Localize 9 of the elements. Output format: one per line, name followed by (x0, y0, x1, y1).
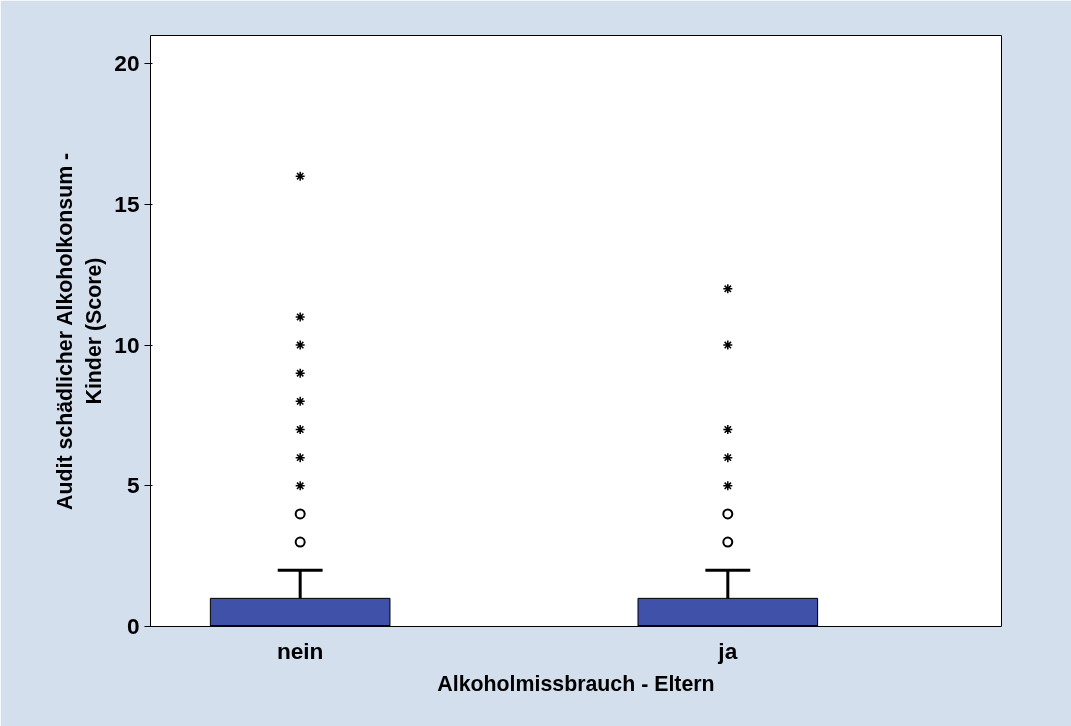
y-tick-label: 0 (126, 613, 140, 639)
y-tick-label: 15 (114, 190, 140, 217)
y-tick-label: 5 (126, 472, 140, 499)
y-tick-label: 10 (114, 331, 140, 358)
x-tick-label: ja (717, 637, 738, 664)
x-tick-label: nein (276, 637, 324, 664)
x-axis-title: Alkoholmissbrauch - Eltern (437, 671, 715, 696)
y-tick-label: 20 (114, 50, 140, 77)
y-axis-title: Audit schädlicher Alkoholkonsum - Kinder (Score) (53, 152, 107, 510)
